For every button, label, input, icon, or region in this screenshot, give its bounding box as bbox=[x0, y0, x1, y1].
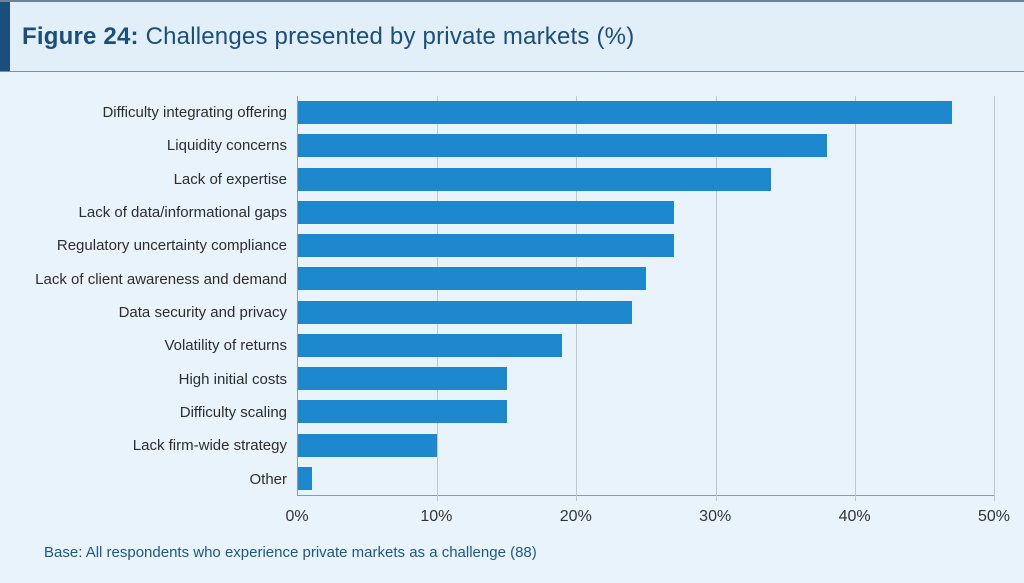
header-accent-bar bbox=[0, 2, 10, 71]
bar-row bbox=[298, 462, 994, 495]
category-label: Data security and privacy bbox=[118, 304, 287, 322]
category-labels-column: Difficulty integrating offering Liquidity… bbox=[22, 96, 297, 496]
bar bbox=[298, 400, 507, 424]
bar-row bbox=[298, 329, 994, 362]
bar-row bbox=[298, 296, 994, 329]
x-axis-tick-label: 40% bbox=[838, 508, 871, 525]
category-label: Liquidity concerns bbox=[166, 137, 287, 155]
figure-title-text: Challenges presented by private markets … bbox=[138, 22, 635, 50]
bar bbox=[298, 267, 646, 291]
chart-area: Difficulty integrating offering Liquidity… bbox=[0, 72, 1024, 583]
bar-row bbox=[298, 362, 994, 395]
bar bbox=[298, 300, 633, 324]
bar bbox=[298, 433, 438, 457]
bar bbox=[298, 234, 674, 258]
category-label: Difficulty integrating offering bbox=[102, 104, 287, 122]
base-note: Base: All respondents who experience pri… bbox=[44, 544, 537, 561]
x-axis-tick-label: 10% bbox=[420, 508, 453, 525]
bar-row bbox=[298, 129, 994, 162]
figure-number-label: Figure 24: bbox=[22, 22, 139, 50]
category-label: Lack of client awareness and demand bbox=[35, 270, 287, 288]
category-label: Volatility of returns bbox=[164, 337, 287, 355]
x-axis-tick-label: 50% bbox=[977, 508, 1011, 525]
bar bbox=[298, 333, 563, 357]
bar-row bbox=[298, 395, 994, 428]
bar bbox=[298, 466, 312, 490]
category-label: Other bbox=[249, 470, 287, 488]
category-label: High initial costs bbox=[178, 370, 287, 388]
category-label: Lack of expertise bbox=[173, 170, 287, 188]
category-label: Lack of data/informational gaps bbox=[78, 204, 287, 222]
x-axis: 0% 10% 20% 30% 40% 50% bbox=[285, 496, 1010, 530]
figure-header: Figure 24: Challenges presented by priva… bbox=[0, 2, 1024, 72]
bar bbox=[298, 101, 953, 125]
x-axis-tick-label: 0% bbox=[285, 508, 309, 525]
bar-row bbox=[298, 229, 994, 262]
bar-row bbox=[298, 96, 994, 129]
bar-row bbox=[298, 163, 994, 196]
plot-area bbox=[297, 96, 995, 501]
bar-row bbox=[298, 196, 994, 229]
bar bbox=[298, 134, 827, 158]
figure-title: Figure 24: Challenges presented by priva… bbox=[22, 23, 634, 51]
bar bbox=[298, 200, 674, 224]
bar bbox=[298, 167, 772, 191]
x-axis-tick-label: 30% bbox=[699, 508, 732, 525]
gridline bbox=[994, 96, 995, 501]
bar bbox=[298, 367, 507, 391]
bar-row bbox=[298, 262, 994, 295]
category-label: Lack firm-wide strategy bbox=[132, 437, 287, 455]
x-axis-tick-label: 20% bbox=[559, 508, 592, 525]
bar-rows bbox=[298, 96, 994, 495]
category-label: Difficulty scaling bbox=[179, 404, 287, 422]
category-label: Regulatory uncertainty compliance bbox=[56, 237, 287, 255]
bar-row bbox=[298, 429, 994, 462]
